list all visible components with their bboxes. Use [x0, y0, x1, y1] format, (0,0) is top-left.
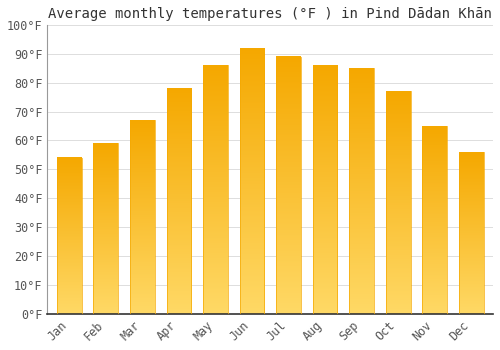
Bar	[166, 89, 192, 314]
Bar	[94, 144, 118, 314]
Bar	[57, 158, 82, 314]
Bar	[276, 57, 301, 314]
Bar	[240, 48, 264, 314]
Bar	[130, 120, 155, 314]
Title: Average monthly temperatures (°F ) in Pind Dādan Khān: Average monthly temperatures (°F ) in Pi…	[48, 7, 492, 21]
Bar	[203, 65, 228, 314]
Bar	[312, 65, 338, 314]
Bar	[349, 68, 374, 314]
Bar	[422, 126, 447, 314]
Bar	[458, 152, 483, 314]
Bar	[386, 91, 410, 314]
